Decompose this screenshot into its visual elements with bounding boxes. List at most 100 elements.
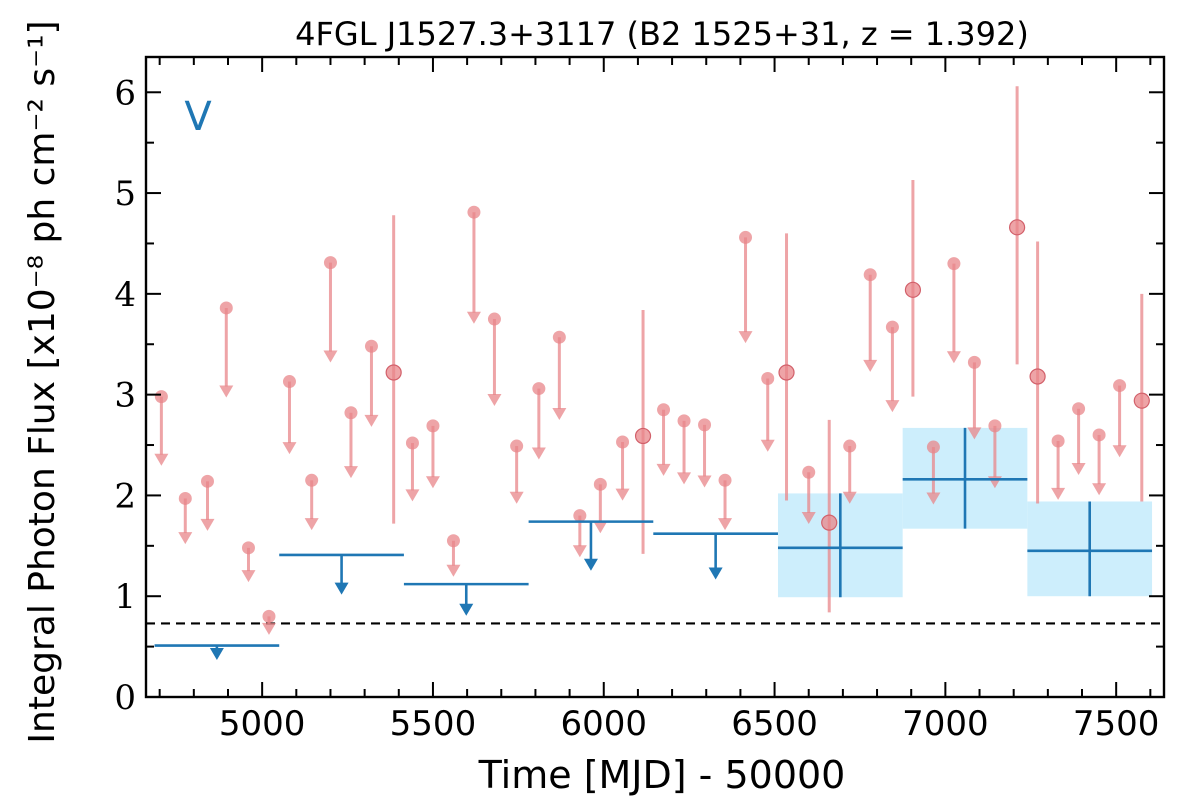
fine-detection-point [904, 281, 922, 298]
coarse-upper-limit-arrowhead [209, 647, 224, 660]
fine-upper-limit-point [988, 419, 1002, 433]
x-tick-label: 6000 [560, 704, 647, 744]
y-tick-label: 0 [114, 678, 136, 718]
fine-upper-limit-arrowhead [200, 518, 215, 531]
fine-upper-limit-arrowhead [178, 532, 193, 545]
fine-upper-limit-arrowhead [487, 393, 502, 406]
y-tick-label: 5 [114, 174, 136, 214]
x-tick-label: 7500 [1073, 704, 1160, 744]
fine-upper-limit-point [677, 414, 691, 428]
coarse-upper-limit-arrowhead [334, 582, 349, 595]
fine-upper-limit-arrowhead [718, 518, 733, 531]
fine-upper-limit-point [219, 301, 233, 315]
fine-upper-limit-arrowhead [593, 521, 608, 534]
y-tick-label: 1 [114, 577, 136, 617]
fine-upper-limit-point [510, 439, 524, 453]
fine-detection-point [778, 364, 795, 381]
fine-upper-limit-arrowhead [885, 400, 900, 413]
fine-upper-limit-point [532, 382, 546, 396]
fine-upper-limit-arrowhead [842, 491, 857, 504]
fine-upper-limit-point [698, 418, 712, 432]
fine-upper-limit-arrowhead [572, 545, 587, 558]
fine-upper-limit-arrowhead [552, 407, 567, 420]
fine-upper-limit-arrowhead [241, 570, 256, 583]
fine-upper-limit-point [843, 439, 857, 453]
chart-title: 4FGL J1527.3+3117 (B2 1525+31, z = 1.392… [295, 15, 1029, 53]
fine-upper-limit-arrowhead [967, 427, 982, 440]
fine-upper-limit-arrowhead [405, 489, 420, 502]
fine-detection-point [1029, 368, 1046, 385]
fine-upper-limit-arrowhead [1051, 487, 1066, 500]
fine-upper-limit-arrowhead [343, 466, 358, 479]
fine-upper-limit-point [761, 372, 775, 386]
fine-upper-limit-point [467, 205, 481, 219]
fine-upper-limit-arrowhead [509, 491, 524, 504]
fine-upper-limit-point [863, 268, 877, 282]
fine-detection-point [1133, 392, 1150, 409]
fine-upper-limit-arrowhead [677, 472, 692, 485]
fine-upper-limit-point [178, 491, 192, 505]
y-tick-label: 2 [114, 476, 136, 516]
fine-upper-limit-arrowhead [364, 414, 379, 427]
fine-upper-limit-arrowhead [154, 453, 169, 466]
y-tick-label: 6 [114, 73, 136, 113]
fine-upper-limit-point [552, 330, 566, 344]
fine-upper-limit-point [573, 509, 587, 523]
fine-upper-limit-point [305, 473, 319, 487]
fine-upper-limit-point [926, 440, 940, 454]
fine-upper-limit-arrowhead [1112, 445, 1127, 458]
fine-upper-limit-point [616, 435, 630, 449]
fine-upper-limit-point [718, 473, 732, 487]
coarse-upper-limit-arrowhead [459, 603, 474, 616]
fine-upper-limit-arrowhead [738, 331, 753, 344]
fine-upper-limit-point [1072, 402, 1086, 416]
fine-upper-limit-point [657, 403, 671, 417]
fine-upper-limit-arrowhead [946, 351, 961, 364]
x-tick-label: 5500 [390, 704, 477, 744]
x-tick-label: 6500 [731, 704, 818, 744]
fine-upper-limit-arrowhead [801, 511, 816, 524]
fine-upper-limit-point [344, 406, 358, 420]
x-tick-label: 7000 [902, 704, 989, 744]
plot-area: V 5000 5500 6000 6500 7000 7500 0 1 2 3 4 5 6 [114, 55, 1166, 744]
fine-upper-limit-arrowhead [219, 385, 234, 398]
fine-upper-limit-arrowhead [261, 622, 276, 635]
fine-upper-limit-point [947, 257, 961, 271]
fine-upper-limit-arrowhead [466, 311, 481, 324]
fine-detection-point [821, 514, 838, 531]
fine-upper-limit-point [885, 320, 899, 334]
fine-detection-point [1009, 219, 1026, 236]
fine-upper-limit-arrowhead [697, 475, 712, 488]
fine-upper-limit-arrowhead [1092, 483, 1107, 496]
fine-detection-point [385, 364, 402, 381]
fine-upper-limit-point [1051, 434, 1065, 448]
fine-upper-limit-arrowhead [323, 350, 338, 363]
fine-upper-limit-arrowhead [304, 518, 319, 531]
fine-upper-limit-point [967, 355, 981, 369]
fine-upper-limit-point [593, 477, 607, 491]
fine-upper-limit-point [739, 230, 753, 244]
fine-upper-limit-arrowhead [926, 492, 941, 505]
fine-upper-limit-point [262, 609, 276, 623]
fine-upper-limit-point [241, 541, 255, 555]
fine-upper-limit-arrowhead [282, 442, 297, 455]
fine-upper-limit-point [364, 339, 378, 353]
fine-upper-limit-point [1092, 428, 1106, 442]
x-axis-label: Time [MJD] - 50000 [478, 753, 846, 797]
y-axis-label: Integral Photon Flux [x10⁻⁸ ph cm⁻² s⁻¹] [22, 20, 63, 743]
fine-upper-limit-point [802, 465, 816, 479]
coarse-upper-limit-arrowhead [583, 558, 598, 571]
fine-upper-limit-point [446, 534, 460, 548]
fine-upper-limit-arrowhead [425, 476, 440, 489]
fine-upper-limit-arrowhead [531, 447, 546, 460]
fine-upper-limit-point [323, 256, 337, 270]
fine-upper-limit-arrowhead [863, 359, 878, 372]
fine-upper-limit-arrowhead [760, 439, 775, 452]
y-tick-label: 3 [114, 376, 136, 416]
fine-upper-limit-point [200, 474, 214, 488]
fine-upper-limit-point [487, 312, 501, 326]
fine-upper-limit-point [154, 390, 168, 404]
x-tick-label: 5000 [219, 704, 306, 744]
plot-frame [144, 55, 1166, 699]
